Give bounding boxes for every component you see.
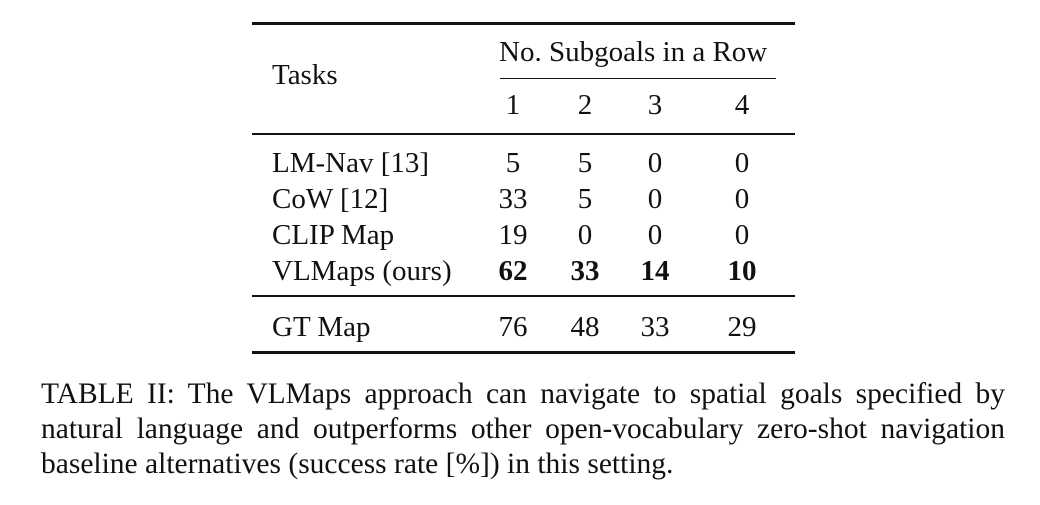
table-cell-bold: 62 — [498, 255, 528, 287]
table-row-task-clipmap: CLIP Map — [272, 219, 395, 251]
table-caption: TABLE II: The VLMaps approach can naviga… — [41, 377, 1005, 482]
column-header-2: 2 — [577, 89, 593, 121]
column-header-3: 3 — [647, 89, 663, 121]
gt-separator-rule — [252, 295, 795, 297]
table-cell: 19 — [498, 219, 528, 251]
table-row-task-lmnav: LM-Nav [13] — [272, 147, 430, 179]
table-cell: 76 — [498, 311, 528, 343]
table-cell: 0 — [734, 183, 750, 215]
table-cell: 0 — [647, 219, 663, 251]
table-cell: 5 — [577, 183, 593, 215]
results-table: Tasks No. Subgoals in a Row 1 2 3 4 LM-N… — [252, 22, 795, 355]
tasks-header: Tasks — [272, 59, 338, 91]
table-cell-bold: 10 — [727, 255, 757, 287]
table-top-rule — [252, 22, 795, 25]
table-row-task-cow: CoW [12] — [272, 183, 389, 215]
column-header-4: 4 — [734, 89, 750, 121]
table-cell: 29 — [727, 311, 757, 343]
caption-text: The VLMaps approach can navigate to spat… — [41, 378, 1005, 480]
table-row-task-vlmaps: VLMaps (ours) — [272, 255, 452, 287]
table-cell: 5 — [577, 147, 593, 179]
caption-label: TABLE II: — [41, 378, 175, 410]
table-cell: 33 — [498, 183, 528, 215]
table-row-task-gtmap: GT Map — [272, 311, 371, 343]
table-bottom-rule — [252, 351, 795, 354]
table-cell: 5 — [505, 147, 521, 179]
table-cell: 48 — [570, 311, 600, 343]
subgoals-group-header: No. Subgoals in a Row — [499, 36, 768, 68]
table-cell: 0 — [577, 219, 593, 251]
table-cell: 33 — [640, 311, 670, 343]
header-bottom-rule — [252, 133, 795, 135]
table-cell-bold: 33 — [570, 255, 600, 287]
table-cell-bold: 14 — [640, 255, 670, 287]
table-cell: 0 — [647, 147, 663, 179]
table-cell: 0 — [734, 147, 750, 179]
table-cell: 0 — [647, 183, 663, 215]
header-cmid-rule — [500, 78, 776, 79]
table-cell: 0 — [734, 219, 750, 251]
column-header-1: 1 — [505, 89, 521, 121]
